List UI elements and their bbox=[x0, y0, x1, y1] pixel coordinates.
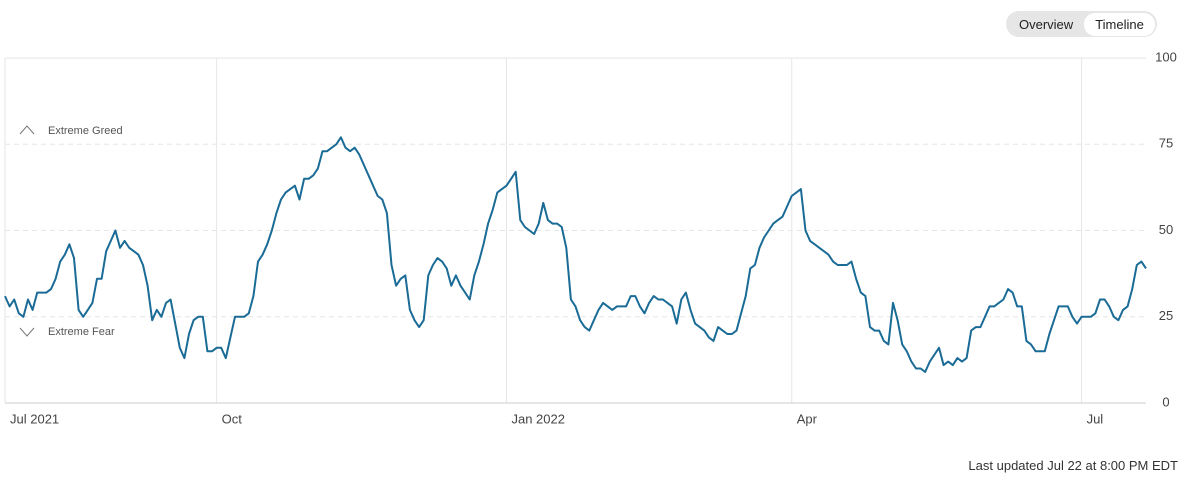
toggle-option[interactable]: Timeline bbox=[1084, 12, 1155, 36]
greed-icon bbox=[19, 125, 35, 135]
annotation: Extreme Fear bbox=[48, 326, 115, 338]
x-tick-label: Oct bbox=[222, 411, 243, 426]
x-tick-label: Jan 2022 bbox=[511, 411, 565, 426]
index-line bbox=[4, 136, 1147, 373]
y-tick-label: 75 bbox=[1159, 136, 1173, 151]
x-tick-label: Jul 2021 bbox=[10, 411, 59, 426]
fear-icon bbox=[19, 327, 35, 337]
x-tick-label: Jul bbox=[1087, 411, 1104, 426]
toggle-option[interactable]: Overview bbox=[1019, 16, 1074, 32]
last-updated: Last updated Jul 22 at 8:00 PM EDT bbox=[968, 458, 1178, 473]
y-tick-label: 25 bbox=[1159, 308, 1173, 323]
y-tick-label: 50 bbox=[1159, 222, 1173, 237]
y-tick-label: 100 bbox=[1155, 49, 1177, 64]
x-tick-label: Apr bbox=[797, 411, 818, 426]
annotation: Extreme Greed bbox=[48, 125, 123, 137]
chart: Extreme Greed Extreme Fear 0 25 50 75 100 Jul… bbox=[4, 49, 1177, 426]
view-toggle: Overview Timeline bbox=[1006, 11, 1157, 37]
y-tick-label: 0 bbox=[1162, 394, 1169, 409]
